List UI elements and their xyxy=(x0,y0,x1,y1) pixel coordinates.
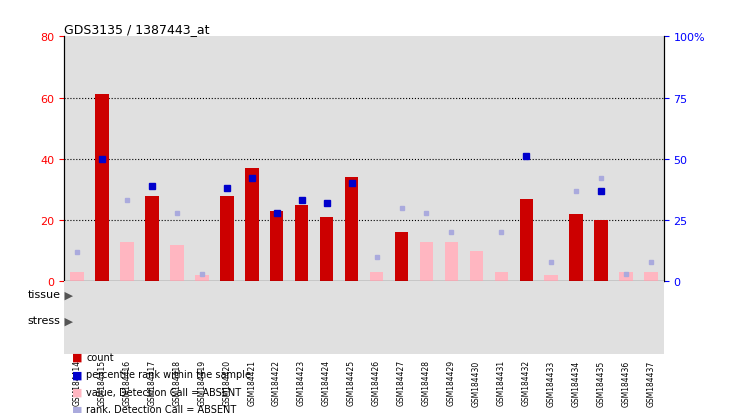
Text: percentile rank within the sample: percentile rank within the sample xyxy=(86,370,251,380)
Bar xyxy=(364,309,464,332)
Bar xyxy=(545,275,558,282)
Text: fasted: fasted xyxy=(198,316,230,325)
Text: ▶: ▶ xyxy=(61,316,73,325)
Bar xyxy=(619,273,633,282)
Text: ■: ■ xyxy=(72,387,82,397)
Bar xyxy=(64,282,264,306)
Bar xyxy=(64,309,164,332)
Text: GDS3135 / 1387443_at: GDS3135 / 1387443_at xyxy=(64,23,210,36)
Bar xyxy=(345,178,358,282)
Bar xyxy=(264,282,464,306)
Text: control: control xyxy=(96,316,132,325)
Bar xyxy=(270,211,284,282)
Text: white adipose tissue: white adipose tissue xyxy=(311,290,417,299)
Bar xyxy=(564,309,664,332)
Text: liver: liver xyxy=(553,290,575,299)
Bar xyxy=(220,196,233,282)
Text: ■: ■ xyxy=(72,404,82,413)
Text: control: control xyxy=(296,316,333,325)
Text: tissue: tissue xyxy=(28,290,61,299)
Text: ■: ■ xyxy=(72,370,82,380)
Bar xyxy=(295,205,308,282)
Bar xyxy=(395,233,409,282)
Bar xyxy=(464,282,664,306)
Bar xyxy=(469,251,483,282)
Bar xyxy=(645,273,658,282)
Text: brown adipose tissue: brown adipose tissue xyxy=(109,290,219,299)
Bar xyxy=(95,95,109,282)
Text: fasted: fasted xyxy=(398,316,431,325)
Text: count: count xyxy=(86,352,114,362)
Bar xyxy=(594,221,608,282)
Bar xyxy=(444,242,458,282)
Bar xyxy=(370,273,383,282)
Bar xyxy=(420,242,433,282)
Bar xyxy=(245,169,259,282)
Bar xyxy=(145,196,159,282)
Text: ■: ■ xyxy=(72,352,82,362)
Bar xyxy=(164,309,264,332)
Text: rank, Detection Call = ABSENT: rank, Detection Call = ABSENT xyxy=(86,404,237,413)
Bar xyxy=(569,214,583,282)
Bar xyxy=(464,309,564,332)
Bar xyxy=(319,218,333,282)
Bar xyxy=(520,199,533,282)
Bar xyxy=(264,309,364,332)
Text: ▶: ▶ xyxy=(61,290,73,299)
Bar xyxy=(120,242,134,282)
Bar xyxy=(495,273,508,282)
Text: stress: stress xyxy=(28,316,61,325)
Bar xyxy=(170,245,183,282)
Text: fasted: fasted xyxy=(597,316,630,325)
Bar xyxy=(195,275,208,282)
Bar xyxy=(70,273,83,282)
Text: value, Detection Call = ABSENT: value, Detection Call = ABSENT xyxy=(86,387,241,397)
Text: control: control xyxy=(496,316,532,325)
